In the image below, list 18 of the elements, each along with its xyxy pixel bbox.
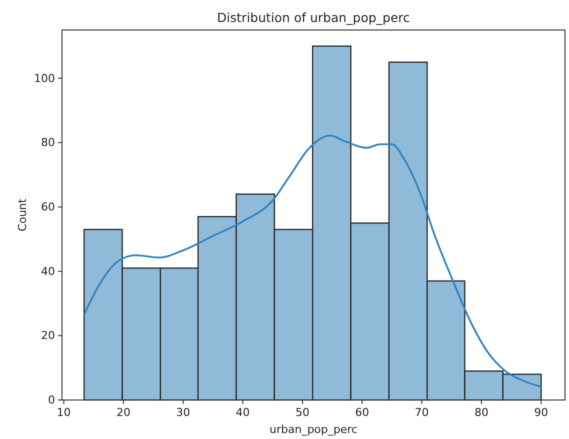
x-tick-label: 30 [176,406,190,419]
x-tick-label: 10 [56,406,71,419]
x-tick-label: 80 [474,406,488,419]
y-tick-label: 0 [48,394,55,406]
x-tick-label: 40 [236,406,250,419]
y-tick-label: 60 [41,200,55,214]
x-tick-label: 60 [355,406,370,419]
x-axis-title: urban_pop_perc [270,423,358,436]
x-tick-label: 70 [414,406,429,419]
y-tick-label: 100 [34,72,55,85]
y-tick-label: 20 [41,329,55,342]
x-tick-label: 20 [116,406,130,419]
x-tick-label: 90 [534,406,548,419]
y-axis-title: Count [16,198,29,232]
chart-title: Distribution of urban_pop_perc [217,10,410,25]
y-tick-label: 40 [41,264,55,278]
y-tick-label: 80 [41,136,55,150]
x-tick-label: 50 [295,406,310,419]
